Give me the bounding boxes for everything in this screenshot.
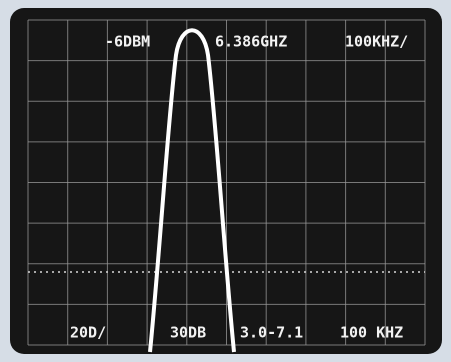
reference-level: -6DBM <box>105 33 150 51</box>
attenuation: 30DB <box>170 324 206 342</box>
graticule <box>27 19 426 346</box>
center-frequency: 6.386GHZ <box>215 33 287 51</box>
span: 100KHZ/ <box>345 33 408 51</box>
scale: 20D/ <box>70 324 106 342</box>
band: 3.0-7.1 <box>240 324 303 342</box>
bandwidth: 100 KHZ <box>340 324 403 342</box>
trace <box>148 28 236 353</box>
